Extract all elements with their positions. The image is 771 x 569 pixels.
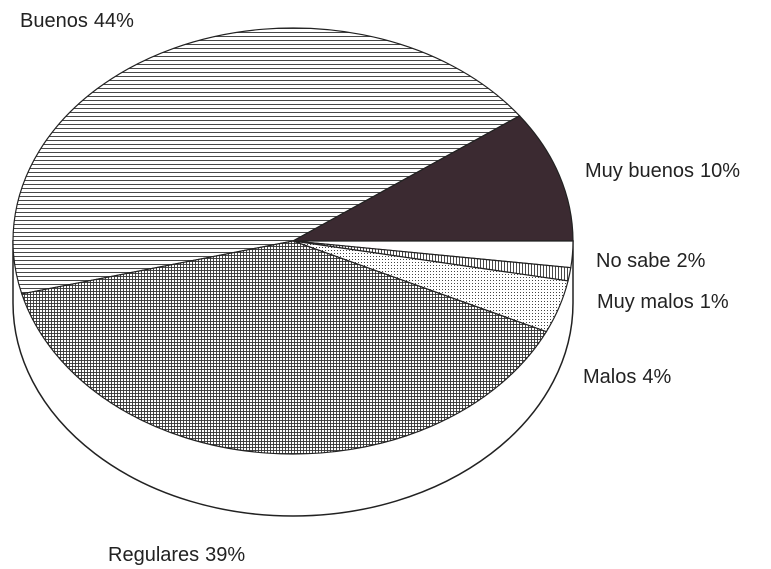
slice-category: Buenos bbox=[20, 10, 88, 32]
slice-category: Malos bbox=[583, 366, 636, 388]
slice-category: Regulares bbox=[108, 544, 199, 566]
slice-value-label: 10% bbox=[700, 160, 740, 182]
slice-value-label: 1% bbox=[700, 291, 729, 313]
slice-category: No sabe bbox=[596, 250, 671, 272]
slice-value-label: 2% bbox=[677, 250, 706, 272]
slice-label: Muy malos 1% bbox=[597, 291, 729, 313]
slice-label: Malos 4% bbox=[583, 366, 671, 388]
pie-slice bbox=[21, 240, 548, 455]
slice-category: Muy buenos bbox=[585, 160, 694, 182]
pie-slice bbox=[292, 115, 574, 242]
slice-label: No sabe 2% bbox=[596, 250, 706, 272]
pie-slice bbox=[12, 27, 521, 295]
slice-value-label: 39% bbox=[205, 544, 245, 566]
slice-value-label: 44% bbox=[94, 10, 134, 32]
slice-category: Muy malos bbox=[597, 291, 694, 313]
slice-label: Regulares 39% bbox=[108, 544, 245, 566]
slice-value-label: 4% bbox=[642, 366, 671, 388]
slice-label: Buenos 44% bbox=[20, 10, 134, 32]
slice-label: Muy buenos 10% bbox=[585, 160, 740, 182]
